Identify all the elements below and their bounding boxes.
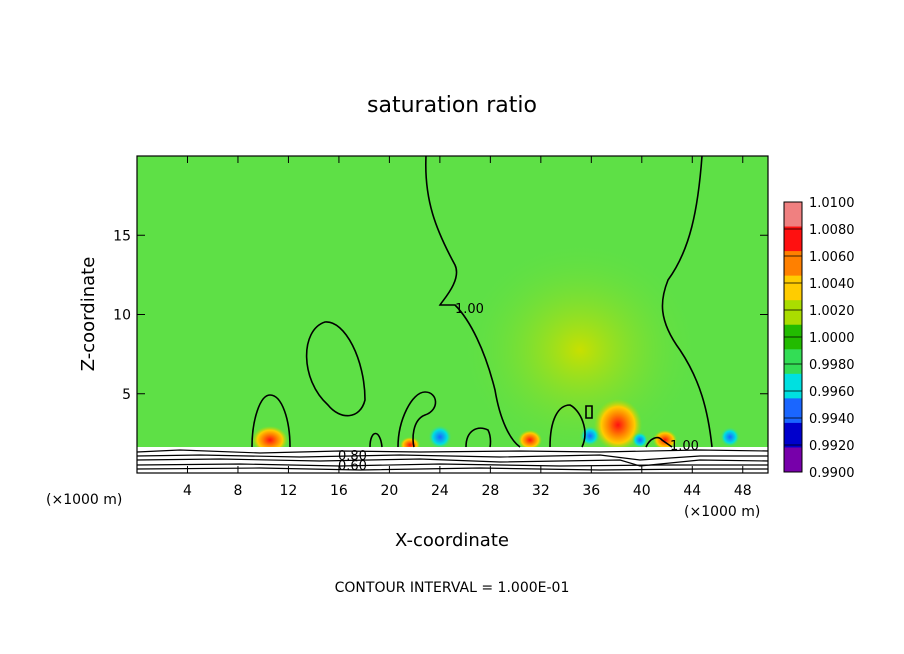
colorbar-swatch xyxy=(784,275,802,301)
x-tick-label: 12 xyxy=(280,483,298,499)
contour-label: 1.00 xyxy=(455,302,484,317)
x-tick-label: 32 xyxy=(532,483,550,499)
main-contours xyxy=(251,156,713,448)
x-tick-label: 48 xyxy=(734,483,752,499)
cold-spot xyxy=(632,432,648,448)
colorbar-label: 1.0100 xyxy=(809,196,855,211)
x-tick-label: 20 xyxy=(380,483,398,499)
x-tick-label: 24 xyxy=(431,483,449,499)
colorbar-label: 1.0040 xyxy=(809,277,855,292)
colorbar-swatch xyxy=(784,300,802,326)
colorbar-swatch xyxy=(784,422,802,448)
colorbar-label: 1.0060 xyxy=(809,250,855,265)
x-tick-label: 36 xyxy=(582,483,600,499)
colorbar-swatch xyxy=(784,226,802,252)
y-tick-label: 10 xyxy=(113,308,131,324)
contour-interval-note: CONTOUR INTERVAL = 1.000E-01 xyxy=(335,580,570,596)
x-axis-ticks: 4 8 12 16 20 24 28 32 36 40 44 48 xyxy=(183,156,752,499)
x-unit-right: (×1000 m) xyxy=(684,504,760,520)
colorbar-swatch xyxy=(784,202,802,228)
colorbar-label: 0.9960 xyxy=(809,385,855,400)
chart-title: saturation ratio xyxy=(367,93,537,118)
cold-spot xyxy=(720,427,740,447)
lower-contours xyxy=(137,449,768,471)
x-tick-label: 8 xyxy=(233,483,242,499)
colorbar-label: 1.0080 xyxy=(809,223,855,238)
y-tick-label: 5 xyxy=(122,387,131,403)
x-tick-label: 16 xyxy=(330,483,348,499)
hotspot xyxy=(518,430,542,450)
colorbar-label: 0.9920 xyxy=(809,439,855,454)
contour-label: 0.80 xyxy=(338,449,367,464)
warm-region xyxy=(460,240,700,460)
colorbar-swatch xyxy=(784,398,802,424)
colorbar-label: 1.0020 xyxy=(809,304,855,319)
colorbar-label: 0.9900 xyxy=(809,466,855,481)
y-axis-ticks: 5 10 15 xyxy=(113,228,768,403)
colorbar-label: 0.9980 xyxy=(809,358,855,373)
x-unit-left: (×1000 m) xyxy=(46,492,122,508)
y-axis-label: Z-coordinate xyxy=(78,257,99,372)
contour-label: 1.00 xyxy=(670,439,699,454)
colorbar-label: 1.0000 xyxy=(809,331,855,346)
hotspot xyxy=(653,430,677,450)
cold-spot xyxy=(428,425,452,449)
x-axis-label: X-coordinate xyxy=(395,530,509,551)
plot-field xyxy=(137,156,768,473)
colorbar-swatch xyxy=(784,373,802,399)
colorbar-swatch xyxy=(784,251,802,277)
x-tick-label: 44 xyxy=(683,483,701,499)
hotspot xyxy=(594,399,642,451)
x-tick-label: 4 xyxy=(183,483,192,499)
colorbar: 1.0100 1.0080 1.0060 1.0040 1.0020 1.0000 0.99… xyxy=(783,196,855,481)
x-tick-label: 28 xyxy=(481,483,499,499)
colorbar-label: 0.9940 xyxy=(809,412,855,427)
colorbar-swatch xyxy=(784,349,802,375)
contour-label: 0.60 xyxy=(338,459,367,474)
x-tick-label: 40 xyxy=(633,483,651,499)
colorbar-swatch xyxy=(784,447,802,473)
y-tick-label: 15 xyxy=(113,228,131,244)
